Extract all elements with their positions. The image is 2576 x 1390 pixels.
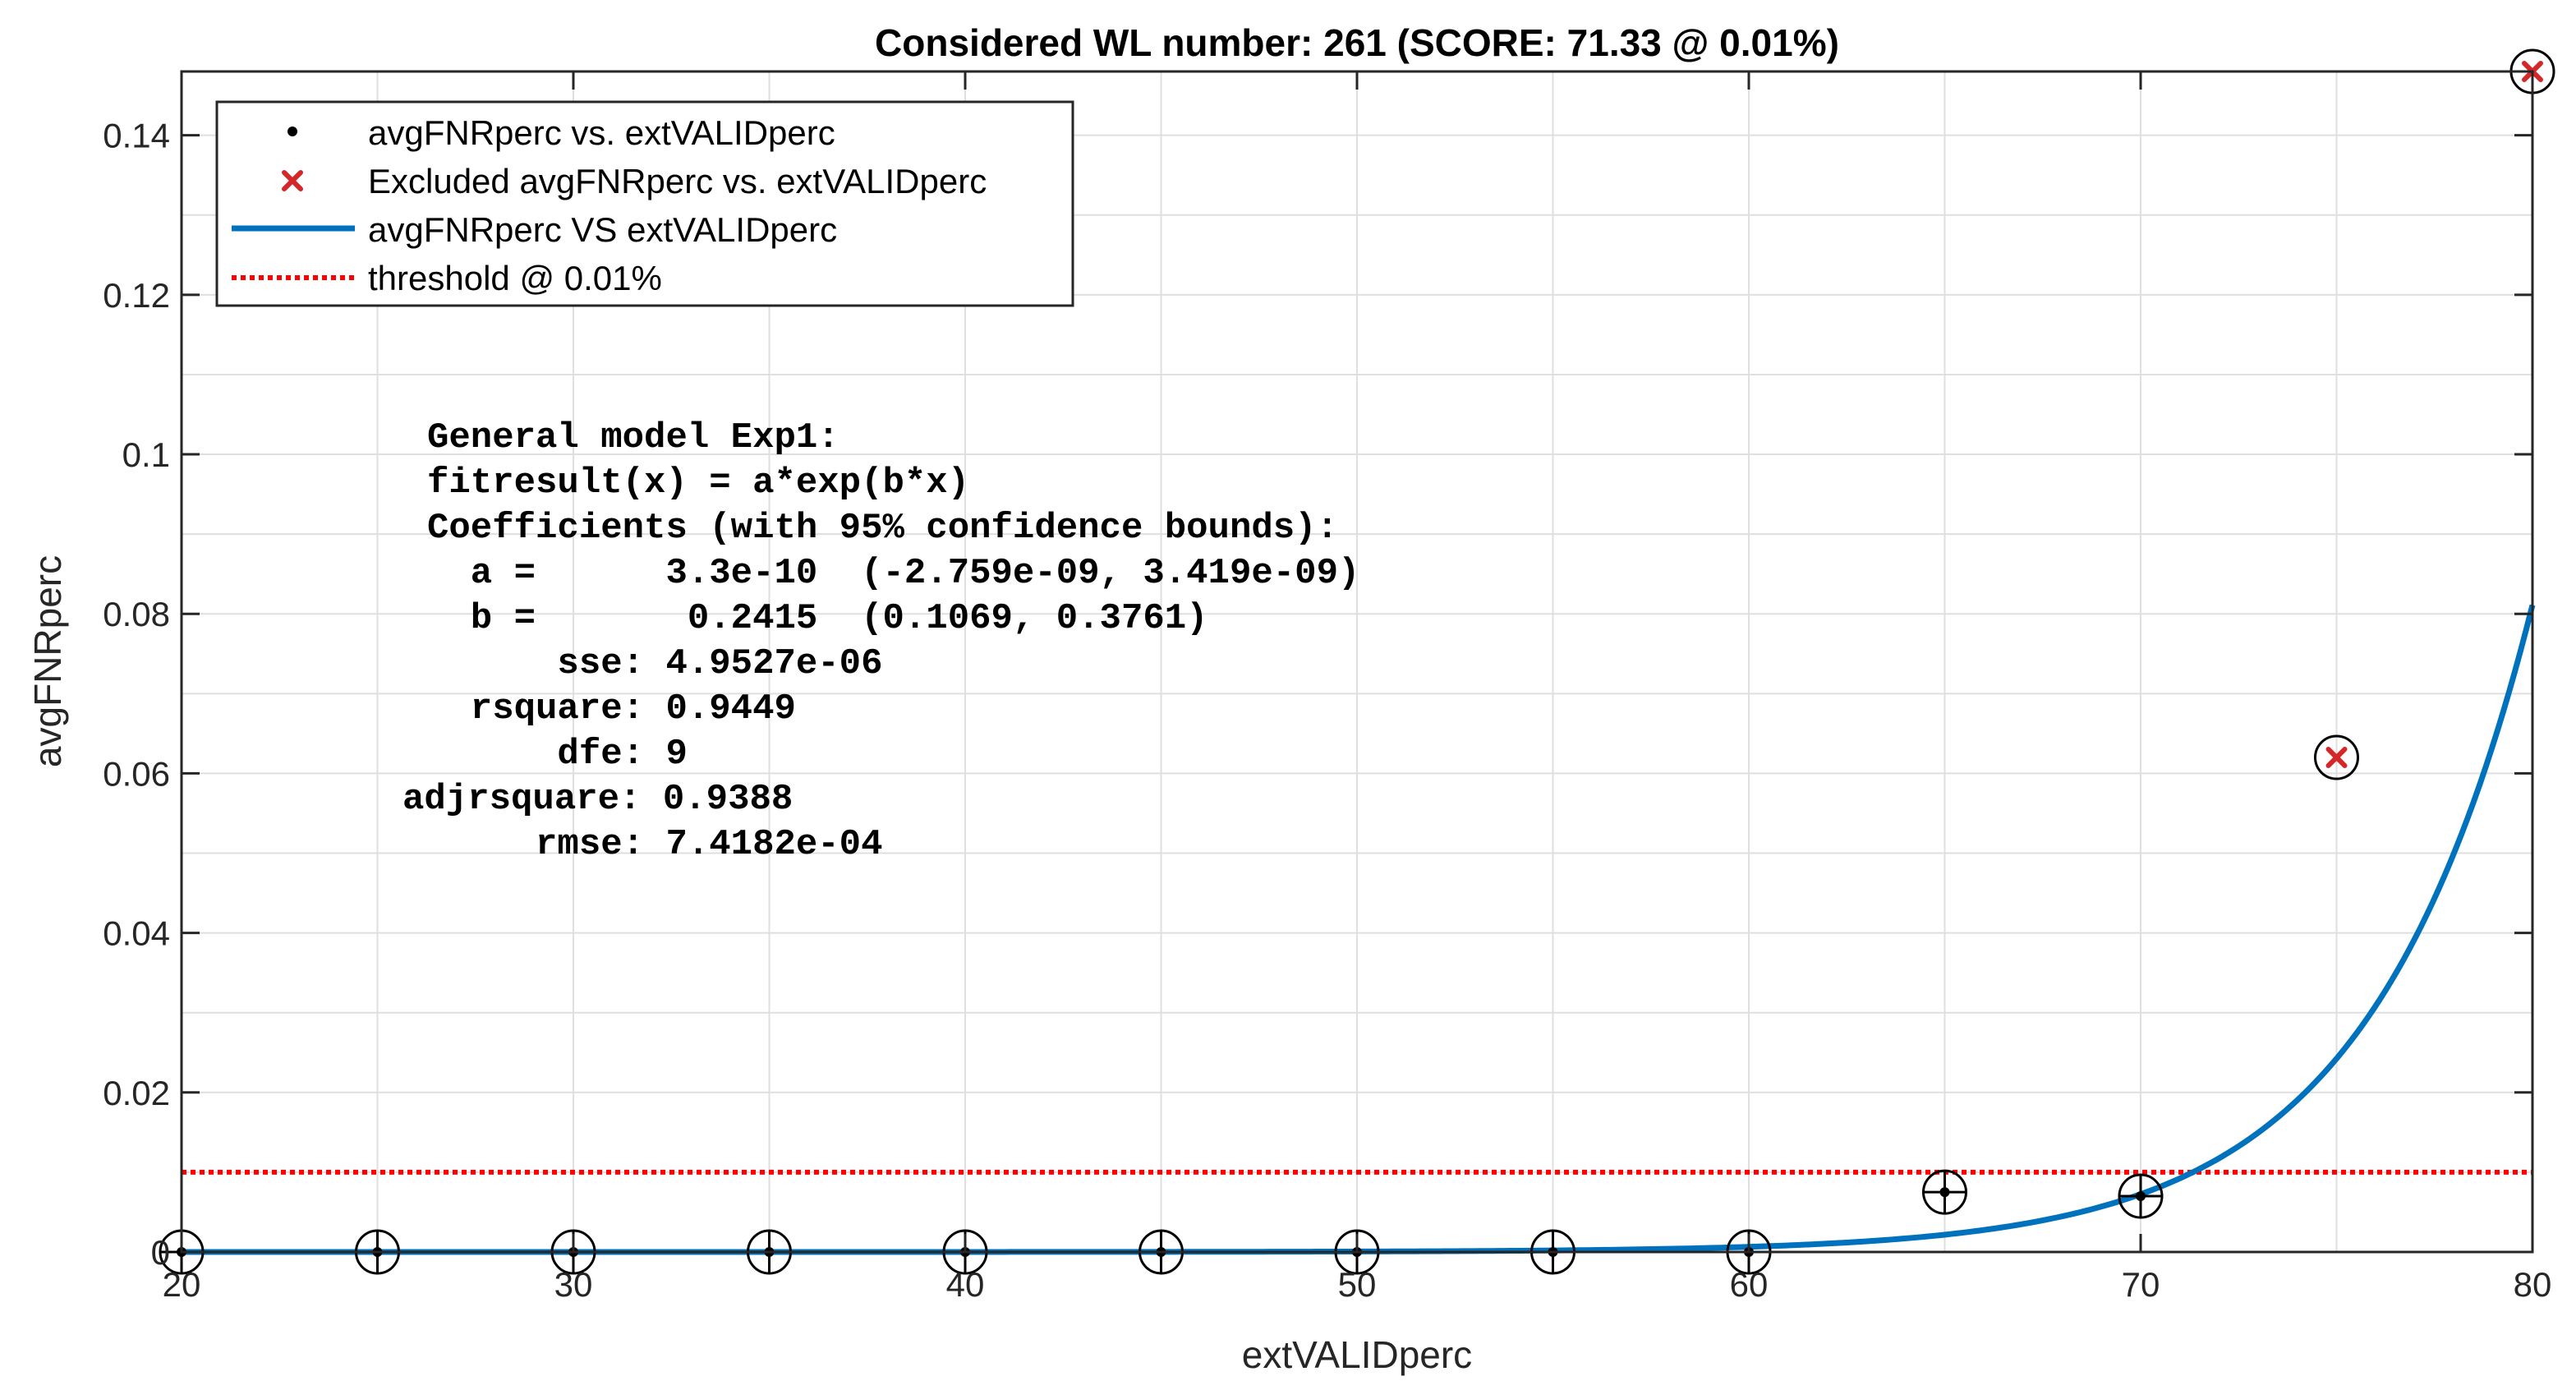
legend: avgFNRperc vs. extVALIDperc Excluded avg… [215, 100, 1074, 307]
legend-box [215, 100, 1074, 307]
y-tick-label: 0.12 [103, 276, 170, 315]
y-tick-label: 0.04 [103, 914, 170, 953]
y-tick-label: 0.08 [103, 595, 170, 633]
y-tick-label: 0.06 [103, 754, 170, 793]
legend-marker-dot [288, 127, 297, 136]
y-tick-label: 0.02 [103, 1074, 170, 1112]
included-point [2136, 1191, 2146, 1202]
annotation-line: fitresult(x) = a*exp(b*x) [427, 463, 969, 504]
fit-annotation: General model Exp1: fitresult(x) = a*exp(… [402, 417, 1359, 865]
y-tick-label: 0.14 [103, 117, 170, 155]
annotation-line: adjrsquare: 0.9388 [402, 779, 793, 820]
annotation-line: rmse: 7.4182e-04 [427, 824, 883, 865]
x-tick-label: 70 [2122, 1265, 2160, 1304]
x-axis-label: extVALIDperc [1242, 1333, 1472, 1376]
y-axis-label: avgFNRperc [26, 555, 69, 767]
y-axis-ticks: 0 0.02 0.04 0.06 0.08 0.1 0.12 0.14 [103, 117, 2532, 1272]
chart-title: Considered WL number: 261 (SCORE: 71.33 … [875, 21, 1839, 64]
excluded-point [2325, 747, 2348, 769]
x-axis-ticks: 20 30 40 50 60 70 80 [163, 71, 2552, 1304]
x-tick-label: 80 [2514, 1265, 2552, 1304]
annotation-line: b = 0.2415 (0.1069, 0.3761) [427, 598, 1208, 639]
x-tick-label: 40 [946, 1265, 985, 1304]
annotation-line: a = 3.3e-10 (-2.759e-09, 3.419e-09) [427, 553, 1359, 594]
legend-label-included: avgFNRperc vs. extVALIDperc [368, 113, 835, 152]
legend-label-threshold: threshold @ 0.01% [368, 259, 662, 297]
x-tick-label: 60 [1730, 1265, 1769, 1304]
y-tick-label: 0 [151, 1233, 170, 1272]
legend-label-excluded: Excluded avgFNRperc vs. extVALIDperc [368, 162, 987, 200]
legend-label-fit: avgFNRperc VS extVALIDperc [368, 210, 837, 249]
y-tick-label: 0.1 [122, 435, 170, 474]
annotation-line: General model Exp1: [427, 417, 840, 458]
annotation-line: rsquare: 0.9449 [427, 688, 796, 730]
x-tick-label: 30 [554, 1265, 593, 1304]
annotation-line: sse: 4.9527e-06 [427, 643, 883, 684]
annotation-line: Coefficients (with 95% confidence bounds… [427, 508, 1338, 549]
included-point [1939, 1187, 1950, 1198]
excluded-point-ring [2314, 734, 2359, 780]
x-tick-label: 20 [163, 1265, 201, 1304]
annotation-line: dfe: 9 [427, 734, 688, 775]
x-tick-label: 50 [1338, 1265, 1377, 1304]
legend-marker-x [282, 170, 303, 191]
